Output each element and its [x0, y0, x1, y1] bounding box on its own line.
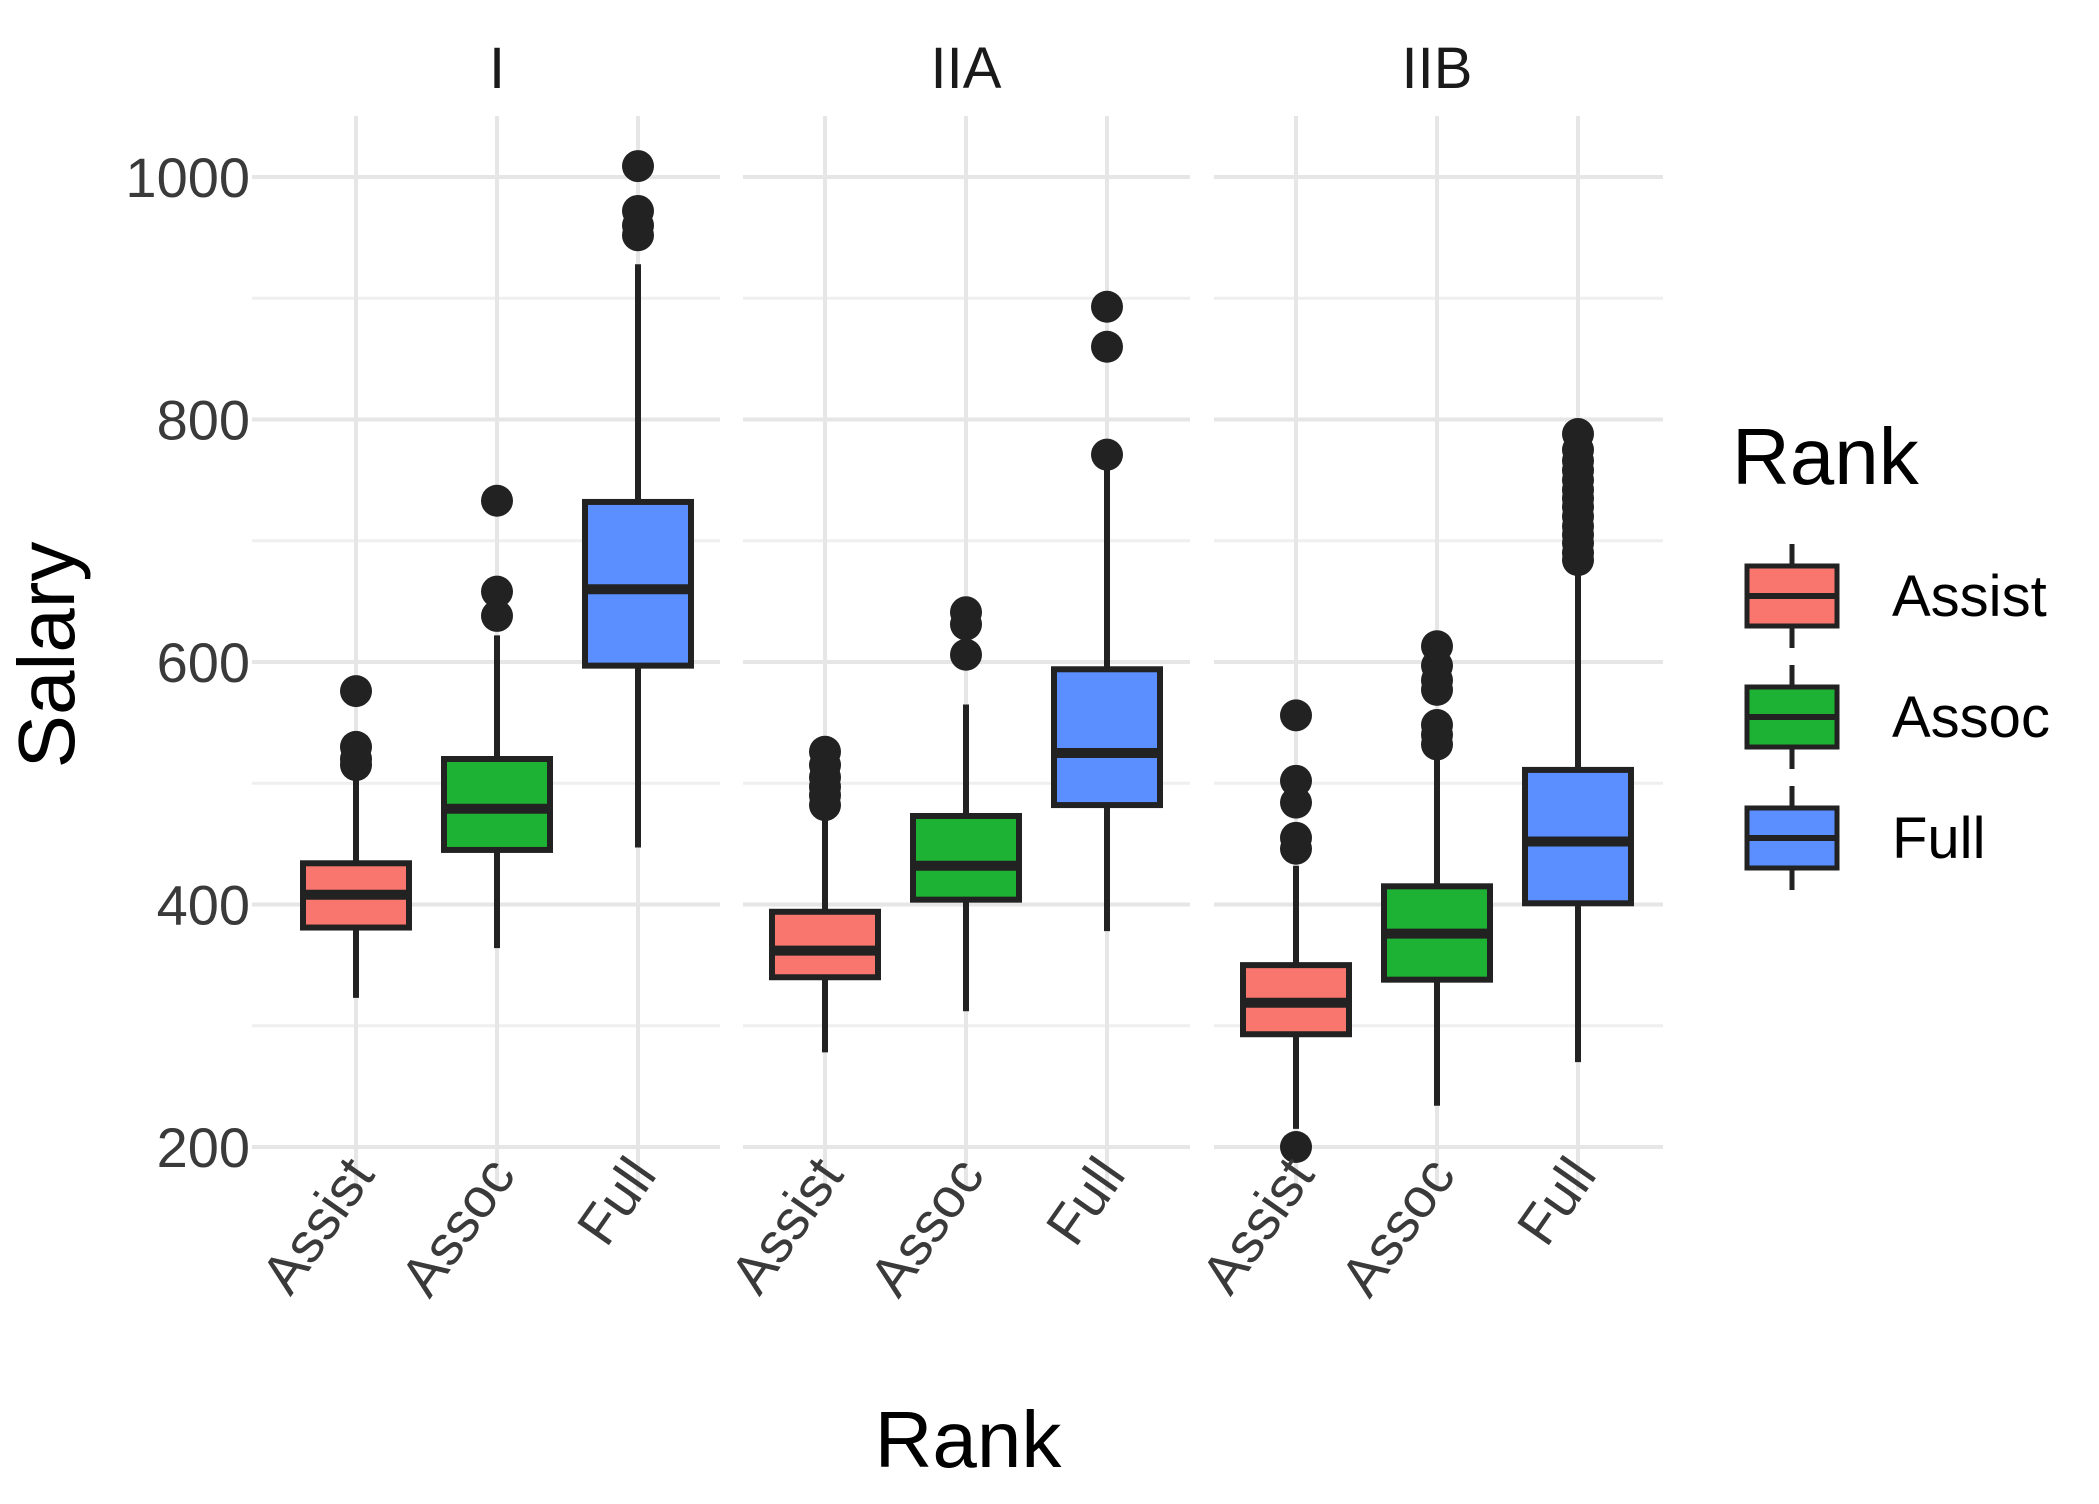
y-tick-label: 200	[157, 1116, 250, 1179]
outlier-point	[1280, 764, 1312, 797]
box-full	[1051, 666, 1163, 809]
outlier-point	[622, 194, 654, 227]
x-tick-label: Full	[1504, 1146, 1607, 1256]
outlier-point	[1091, 438, 1123, 471]
x-tick-label: Full	[1033, 1146, 1136, 1256]
outlier-point	[950, 638, 982, 671]
outlier-point	[1280, 821, 1312, 854]
outlier-point	[1091, 290, 1123, 323]
outlier-point	[481, 484, 513, 517]
facet-label: I	[489, 36, 505, 101]
legend-label-assoc: Assoc	[1892, 685, 2050, 750]
outlier-point	[481, 599, 513, 632]
x-tick-label: Full	[564, 1146, 667, 1256]
y-axis-title: Salary	[2, 542, 91, 769]
facet-label: IIA	[931, 36, 1002, 101]
outlier-point	[1091, 330, 1123, 363]
y-tick-label: 800	[157, 389, 250, 452]
outlier-point	[950, 596, 982, 629]
outlier-point	[1421, 630, 1453, 663]
outlier-point	[340, 730, 372, 763]
outlier-point	[809, 735, 841, 768]
outlier-point	[1280, 1131, 1312, 1163]
y-tick-label: 1000	[125, 146, 250, 209]
box-full	[582, 498, 694, 669]
outlier-point	[1421, 709, 1453, 742]
outlier-point	[1562, 418, 1594, 451]
box-assoc	[910, 812, 1022, 903]
x-tick-label: Assoc	[1328, 1146, 1467, 1307]
x-tick-label: Assist	[249, 1145, 387, 1304]
x-tick-label: Assist	[1189, 1145, 1327, 1304]
outlier-point	[1280, 699, 1312, 732]
x-tick-label: Assoc	[857, 1146, 996, 1307]
legend-label-full: Full	[1892, 806, 1985, 871]
legend: Rank Assist Assoc Full	[1732, 412, 2050, 890]
legend-label-assist: Assist	[1892, 564, 2047, 629]
y-tick-label: 400	[157, 874, 250, 937]
legend-title: Rank	[1732, 412, 1920, 501]
x-axis-title: Rank	[875, 1395, 1063, 1484]
y-tick-label: 600	[157, 631, 250, 694]
outlier-point	[481, 575, 513, 608]
box-assist	[769, 908, 881, 981]
facet-label: IIB	[1402, 36, 1473, 101]
outlier-point	[622, 150, 654, 183]
x-tick-label: Assoc	[388, 1146, 527, 1307]
x-tick-label: Assist	[718, 1145, 856, 1304]
outlier-point	[340, 675, 372, 708]
